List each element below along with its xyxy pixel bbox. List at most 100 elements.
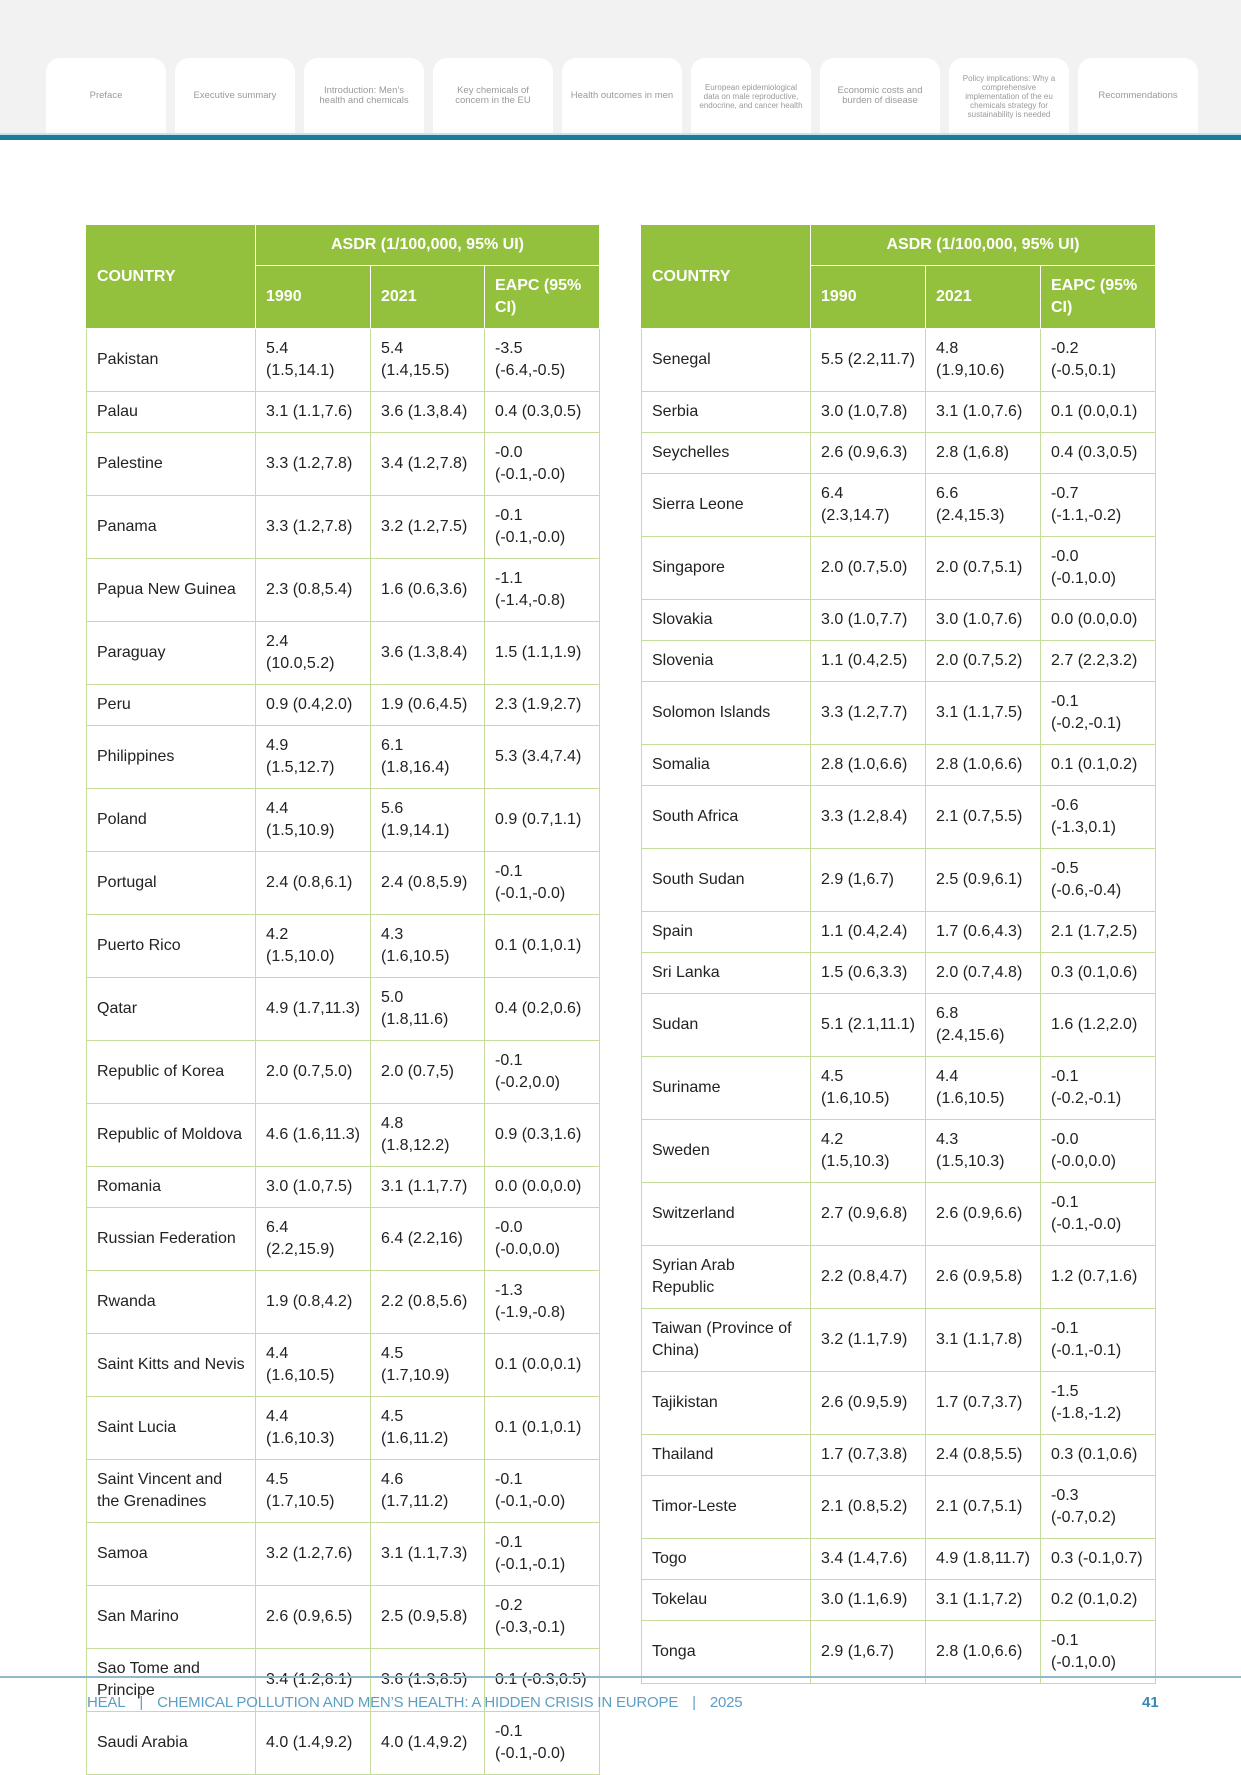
country-cell: South Africa (641, 785, 811, 849)
table-row: Rwanda 1.9 (0.8,4.2) 2.2 (0.8,5.6) -1.3 (-1… (86, 1270, 600, 1334)
asdr-2021-cell: 3.1 (1.1,7.3) (370, 1522, 485, 1586)
table-row: Palestine 3.3 (1.2,7.8) 3.4 (1.2,7.8) -0.0 … (86, 432, 600, 496)
eapc-cell: -0.1 (-0.1,-0.0) (484, 495, 600, 559)
tab-introduction[interactable]: Introduction: Men’s health and chemicals (304, 58, 424, 134)
table-row: Syrian Arab Republic 2.2 (0.8,4.7) 2.6 (0.… (641, 1245, 1156, 1309)
asdr-1990-cell: 3.3 (1.2,7.8) (255, 432, 371, 496)
asdr-2021-cell: 4.9 (1.8,11.7) (925, 1538, 1041, 1580)
tab-health-outcomes[interactable]: Health outcomes in men (562, 58, 682, 134)
asdr-2021-cell: 2.5 (0.9,5.8) (370, 1585, 485, 1649)
nav-divider (0, 133, 1241, 140)
asdr-2021-cell: 6.6 (2.4,15.3) (925, 473, 1041, 537)
table-row: Singapore 2.0 (0.7,5.0) 2.0 (0.7,5.1) -0.0 … (641, 536, 1156, 600)
asdr-1990-cell: 4.9 (1.5,12.7) (255, 725, 371, 789)
country-cell: Saint Kitts and Nevis (86, 1333, 256, 1397)
asdr-2021-cell: 2.8 (1,6.8) (925, 432, 1041, 474)
country-cell: Rwanda (86, 1270, 256, 1334)
asdr-2021-cell: 6.8 (2.4,15.6) (925, 993, 1041, 1057)
country-cell: Senegal (641, 328, 811, 392)
asdr-2021-cell: 4.3 (1.5,10.3) (925, 1119, 1041, 1183)
asdr-2021-cell: 5.6 (1.9,14.1) (370, 788, 485, 852)
asdr-1990-cell: 3.0 (1.1,6.9) (810, 1579, 926, 1621)
country-cell: Panama (86, 495, 256, 559)
asdr-2021-cell: 2.4 (0.8,5.5) (925, 1434, 1041, 1476)
country-cell: Sri Lanka (641, 952, 811, 994)
country-cell: Republic of Korea (86, 1040, 256, 1104)
eapc-cell: -0.2 (-0.3,-0.1) (484, 1585, 600, 1649)
tab-recommendations[interactable]: Recommendations (1078, 58, 1198, 134)
table-row: Qatar 4.9 (1.7,11.3) 5.0 (1.8,11.6) 0.4 (0.… (86, 977, 600, 1041)
country-cell: Papua New Guinea (86, 558, 256, 622)
asdr-table-right: COUNTRY ASDR (1/100,000, 95% UI) 1990 20… (641, 224, 1156, 1684)
asdr-1990-cell: 1.1 (0.4,2.5) (810, 640, 926, 682)
asdr-2021-cell: 2.8 (1.0,6.6) (925, 744, 1041, 786)
asdr-1990-cell: 3.0 (1.0,7.7) (810, 599, 926, 641)
eapc-cell: 5.3 (3.4,7.4) (484, 725, 600, 789)
asdr-1990-cell: 3.2 (1.1,7.9) (810, 1308, 926, 1372)
eapc-cell: -0.1 (-0.1,-0.0) (1040, 1182, 1156, 1246)
asdr-2021-cell: 1.9 (0.6,4.5) (370, 684, 485, 726)
country-cell: Republic of Moldova (86, 1103, 256, 1167)
asdr-2021-cell: 2.6 (0.9,5.8) (925, 1245, 1041, 1309)
tab-economic-costs[interactable]: Economic costs and burden of disease (820, 58, 940, 134)
country-cell: Peru (86, 684, 256, 726)
eapc-cell: -0.0 (-0.1,0.0) (1040, 536, 1156, 600)
country-cell: Samoa (86, 1522, 256, 1586)
tab-executive-summary[interactable]: Executive summary (175, 58, 295, 134)
tab-policy-implications[interactable]: Policy implications: Why a comprehensive… (949, 58, 1069, 134)
table-row: Sudan 5.1 (2.1,11.1) 6.8 (2.4,15.6) 1.6 (1.… (641, 993, 1156, 1057)
asdr-2021-cell: 2.0 (0.7,5) (370, 1040, 485, 1104)
country-cell: San Marino (86, 1585, 256, 1649)
asdr-1990-cell: 3.3 (1.2,7.7) (810, 681, 926, 745)
eapc-cell: 0.0 (0.0,0.0) (484, 1166, 600, 1208)
eapc-cell: -0.3 (-0.7,0.2) (1040, 1475, 1156, 1539)
table-row: Saint Lucia 4.4 (1.6,10.3) 4.5 (1.6,11.2) 0… (86, 1396, 600, 1460)
asdr-1990-cell: 6.4 (2.2,15.9) (255, 1207, 371, 1271)
eapc-cell: 1.6 (1.2,2.0) (1040, 993, 1156, 1057)
eapc-cell: -0.1 (-0.1,-0.0) (484, 1459, 600, 1523)
table-row: South Sudan 2.9 (1,6.7) 2.5 (0.9,6.1) -0.5 … (641, 848, 1156, 912)
asdr-1990-cell: 1.9 (0.8,4.2) (255, 1270, 371, 1334)
country-cell: Paraguay (86, 621, 256, 685)
asdr-1990-cell: 5.5 (2.2,11.7) (810, 328, 926, 392)
table-row: Timor-Leste 2.1 (0.8,5.2) 2.1 (0.7,5.1) -0.… (641, 1475, 1156, 1539)
header-1990: 1990 (810, 265, 926, 329)
tab-european-data[interactable]: European epidemiological data on male re… (691, 58, 811, 134)
header-2021: 2021 (925, 265, 1041, 329)
asdr-2021-cell: 3.4 (1.2,7.8) (370, 432, 485, 496)
tab-key-chemicals[interactable]: Key chemicals of concern in the EU (433, 58, 553, 134)
eapc-cell: -0.1 (-0.1,0.0) (1040, 1620, 1156, 1684)
table-row: Russian Federation 6.4 (2.2,15.9) 6.4 (2.2… (86, 1207, 600, 1271)
asdr-2021-cell: 3.1 (1.1,7.7) (370, 1166, 485, 1208)
table-row: Poland 4.4 (1.5,10.9) 5.6 (1.9,14.1) 0.9 (0… (86, 788, 600, 852)
table-row: Suriname 4.5 (1.6,10.5) 4.4 (1.6,10.5) -0.1… (641, 1056, 1156, 1120)
eapc-cell: 0.1 (0.0,0.1) (1040, 391, 1156, 433)
country-cell: Tajikistan (641, 1371, 811, 1435)
asdr-2021-cell: 6.4 (2.2,16) (370, 1207, 485, 1271)
asdr-1990-cell: 4.2 (1.5,10.0) (255, 914, 371, 978)
asdr-2021-cell: 2.1 (0.7,5.5) (925, 785, 1041, 849)
eapc-cell: 2.1 (1.7,2.5) (1040, 911, 1156, 953)
eapc-cell: -0.1 (-0.2,-0.1) (1040, 1056, 1156, 1120)
country-cell: Saint Vincent and the Grenadines (86, 1459, 256, 1523)
country-cell: Serbia (641, 391, 811, 433)
table-row: Panama 3.3 (1.2,7.8) 3.2 (1.2,7.5) -0.1 (-0… (86, 495, 600, 559)
table-row: Portugal 2.4 (0.8,6.1) 2.4 (0.8,5.9) -0.1 (… (86, 851, 600, 915)
eapc-cell: 0.1 (0.1,0.1) (484, 1396, 600, 1460)
asdr-2021-cell: 4.6 (1.7,11.2) (370, 1459, 485, 1523)
asdr-2021-cell: 6.1 (1.8,16.4) (370, 725, 485, 789)
asdr-1990-cell: 4.5 (1.7,10.5) (255, 1459, 371, 1523)
footer-title: CHEMICAL POLLUTION AND MEN’S HEALTH: A H… (157, 1694, 679, 1711)
asdr-1990-cell: 4.4 (1.6,10.5) (255, 1333, 371, 1397)
asdr-1990-cell: 3.3 (1.2,8.4) (810, 785, 926, 849)
country-cell: Thailand (641, 1434, 811, 1476)
eapc-cell: 0.1 (0.0,0.1) (484, 1333, 600, 1397)
table-row: Paraguay 2.4 (10.0,5.2) 3.6 (1.3,8.4) 1.5 (… (86, 621, 600, 685)
asdr-2021-cell: 4.8 (1.9,10.6) (925, 328, 1041, 392)
table-row: Sierra Leone 6.4 (2.3,14.7) 6.6 (2.4,15.3)… (641, 473, 1156, 537)
table-row: Republic of Korea 2.0 (0.7,5.0) 2.0 (0.7,5… (86, 1040, 600, 1104)
tab-preface[interactable]: Preface (46, 58, 166, 134)
eapc-cell: -0.2 (-0.5,0.1) (1040, 328, 1156, 392)
table-row: Peru 0.9 (0.4,2.0) 1.9 (0.6,4.5) 2.3 (1.9,2… (86, 684, 600, 726)
eapc-cell: 0.9 (0.7,1.1) (484, 788, 600, 852)
